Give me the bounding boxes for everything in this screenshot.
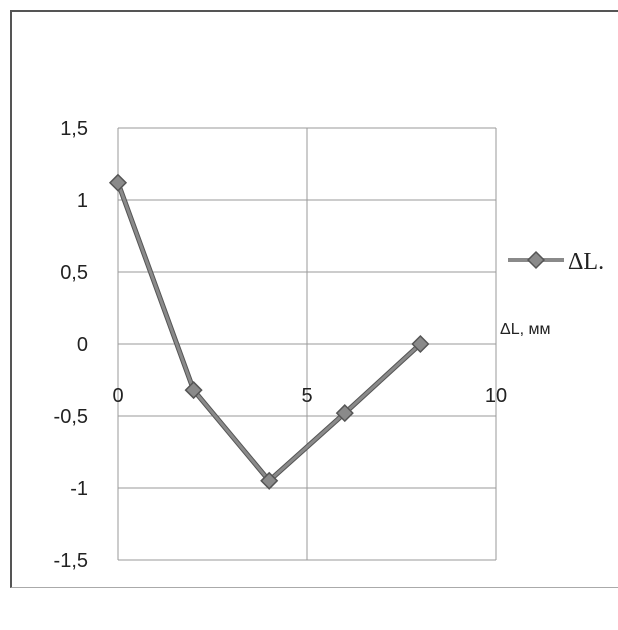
legend: ΔL. <box>508 249 604 275</box>
series-layer <box>108 173 430 490</box>
legend-label: ΔL. <box>568 249 604 275</box>
x-tick-label: 5 <box>301 385 312 407</box>
series-line-shadow <box>115 181 423 484</box>
data-point-marker <box>260 471 279 490</box>
x-tick-label: 10 <box>485 385 507 407</box>
data-point-marker <box>335 404 354 423</box>
y-tick-label: -0,5 <box>54 406 88 428</box>
data-point-marker <box>184 381 203 400</box>
y-tick-labels: 1,5 1 0,5 0 -0,5 -1 -1,5 <box>54 118 88 572</box>
y-tick-label: -1 <box>70 478 88 500</box>
data-point-marker <box>108 173 128 192</box>
x-tick-label: 0 <box>112 385 123 407</box>
x-axis-label: ΔL, мм <box>500 321 550 338</box>
y-tick-label: 0 <box>77 334 88 356</box>
series-line <box>116 182 422 483</box>
chart-frame <box>10 10 618 588</box>
data-point-marker <box>411 334 430 354</box>
y-tick-label: 1 <box>77 190 88 212</box>
legend-marker <box>526 250 546 270</box>
y-tick-label: -1,5 <box>54 550 88 572</box>
y-tick-label: 1,5 <box>60 118 88 140</box>
y-tick-label: 0,5 <box>60 262 88 284</box>
grid-lines <box>117 127 497 561</box>
x-tick-labels: 0 5 10 <box>112 385 507 407</box>
